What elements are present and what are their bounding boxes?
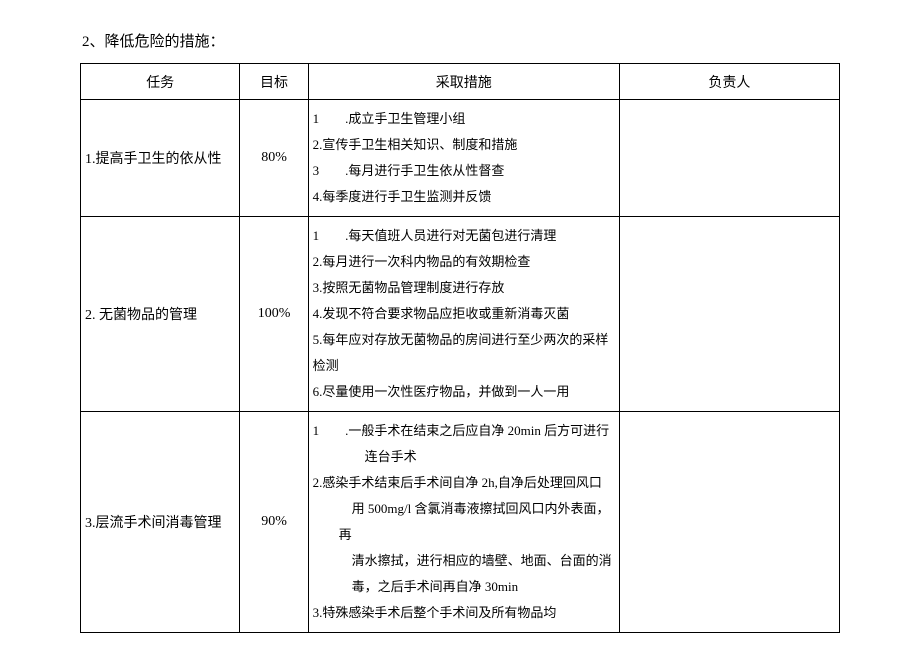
measure-line: 用 500mg/l 含氯消毒液擦拭回风口内外表面，再 [313,496,615,548]
measure-line: 4.发现不符合要求物品应拒收或重新消毒灭菌 [313,301,615,327]
owner-cell [619,100,839,217]
header-target: 目标 [240,64,308,100]
target-cell: 80% [240,100,308,217]
measure-line: 2.感染手术结束后手术间自净 2h,自净后处理回风口 [313,470,615,496]
task-cell: 3.层流手术间消毒管理 [81,412,240,633]
measure-line: 3.按照无菌物品管理制度进行存放 [313,275,615,301]
header-task: 任务 [81,64,240,100]
risk-measures-table: 任务 目标 采取措施 负责人 1.提高手卫生的依从性 80% 1 .成立手卫生管… [80,63,840,633]
measure-line: 4.每季度进行手卫生监测并反馈 [313,184,615,210]
owner-cell [619,217,839,412]
measure-line: 6.尽量使用一次性医疗物品，并做到一人一用 [313,379,615,405]
measure-line: 清水擦拭，进行相应的墙壁、地面、台面的消 [313,548,615,574]
table-header-row: 任务 目标 采取措施 负责人 [81,64,840,100]
task-cell: 1.提高手卫生的依从性 [81,100,240,217]
header-measure: 采取措施 [308,64,619,100]
measure-line: 5.每年应对存放无菌物品的房间进行至少两次的采样 [313,327,615,353]
measure-line: 检测 [313,353,615,379]
measure-line: 1 .一般手术在结束之后应自净 20min 后方可进行 [313,418,615,444]
measure-cell: 1 .每天值班人员进行对无菌包进行清理 2.每月进行一次科内物品的有效期检查 3… [308,217,619,412]
target-cell: 100% [240,217,308,412]
table-row: 1.提高手卫生的依从性 80% 1 .成立手卫生管理小组 2.宣传手卫生相关知识… [81,100,840,217]
measure-cell: 1 .一般手术在结束之后应自净 20min 后方可进行 连台手术 2.感染手术结… [308,412,619,633]
measure-line: 1 .每天值班人员进行对无菌包进行清理 [313,223,615,249]
owner-cell [619,412,839,633]
measure-line: 连台手术 [313,444,615,470]
task-cell: 2. 无菌物品的管理 [81,217,240,412]
section-title: 2、降低危险的措施： [82,30,840,51]
measure-cell: 1 .成立手卫生管理小组 2.宣传手卫生相关知识、制度和措施 3 .每月进行手卫… [308,100,619,217]
measure-line: 2.宣传手卫生相关知识、制度和措施 [313,132,615,158]
table-row: 3.层流手术间消毒管理 90% 1 .一般手术在结束之后应自净 20min 后方… [81,412,840,633]
target-cell: 90% [240,412,308,633]
measure-line: 3 .每月进行手卫生依从性督查 [313,158,615,184]
measure-line: 3.特殊感染手术后整个手术间及所有物品均 [313,600,615,626]
measure-line: 1 .成立手卫生管理小组 [313,106,615,132]
measure-line: 2.每月进行一次科内物品的有效期检查 [313,249,615,275]
table-row: 2. 无菌物品的管理 100% 1 .每天值班人员进行对无菌包进行清理 2.每月… [81,217,840,412]
measure-line: 毒，之后手术间再自净 30min [313,574,615,600]
header-owner: 负责人 [619,64,839,100]
